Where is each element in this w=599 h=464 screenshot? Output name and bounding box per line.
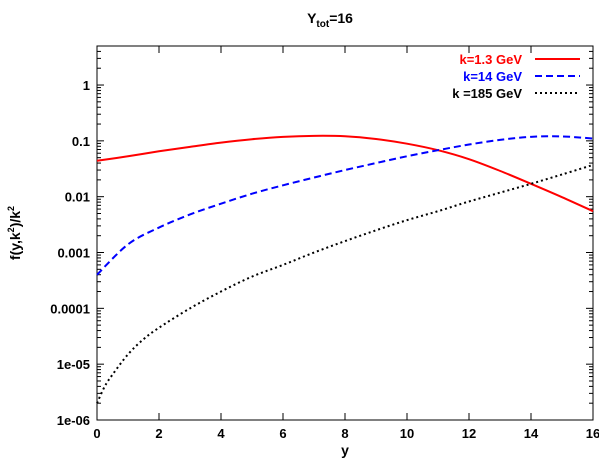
y-tick-label: 0.01 <box>65 190 90 205</box>
ylabel-sup2: 2 <box>6 206 16 211</box>
y-tick-label: 0.1 <box>72 134 90 149</box>
legend-label: k=1.3 GeV <box>459 52 522 67</box>
x-tick-label: 0 <box>93 426 100 441</box>
x-tick-label: 10 <box>400 426 414 441</box>
plot-frame <box>96 45 594 421</box>
title-main: Y <box>307 10 317 26</box>
x-tick-label: 4 <box>217 426 225 441</box>
y-tick-label: 1e-05 <box>57 357 90 372</box>
title-subscript: tot <box>316 19 329 30</box>
y-axis-ticks: 1e-06 1e-05 0.0001 0.001 0.01 0.1 1 <box>50 50 593 428</box>
x-tick-label: 14 <box>524 426 539 441</box>
ylabel-part1: f(y,k <box>7 232 23 260</box>
y-tick-label: 1 <box>83 78 90 93</box>
series-lines <box>96 134 594 404</box>
x-tick-label: 8 <box>341 426 348 441</box>
legend: k=1.3 GeV k=14 GeV k =185 GeV <box>452 52 580 101</box>
series-line <box>96 135 594 276</box>
ylabel-sup1: 2 <box>6 227 16 232</box>
y-tick-label: 1e-06 <box>57 413 90 428</box>
series-line <box>96 164 594 404</box>
chart-title: Ytot=16 <box>307 10 353 30</box>
x-axis-ticks: 0 2 4 6 8 10 12 14 16 <box>93 46 599 441</box>
x-tick-label: 16 <box>586 426 599 441</box>
title-suffix: =16 <box>329 10 353 26</box>
y-axis-label: f(y,k2)/k2 <box>6 206 23 260</box>
legend-label: k =185 GeV <box>452 86 522 101</box>
ylabel-part2: )/k <box>7 211 23 228</box>
y-tick-label: 0.001 <box>57 246 90 261</box>
x-tick-label: 6 <box>279 426 286 441</box>
x-tick-label: 2 <box>155 426 162 441</box>
series-line <box>96 134 594 213</box>
x-tick-label: 12 <box>462 426 476 441</box>
x-axis-label: y <box>341 442 349 458</box>
legend-label: k=14 GeV <box>463 69 522 84</box>
y-tick-label: 0.0001 <box>50 301 90 316</box>
